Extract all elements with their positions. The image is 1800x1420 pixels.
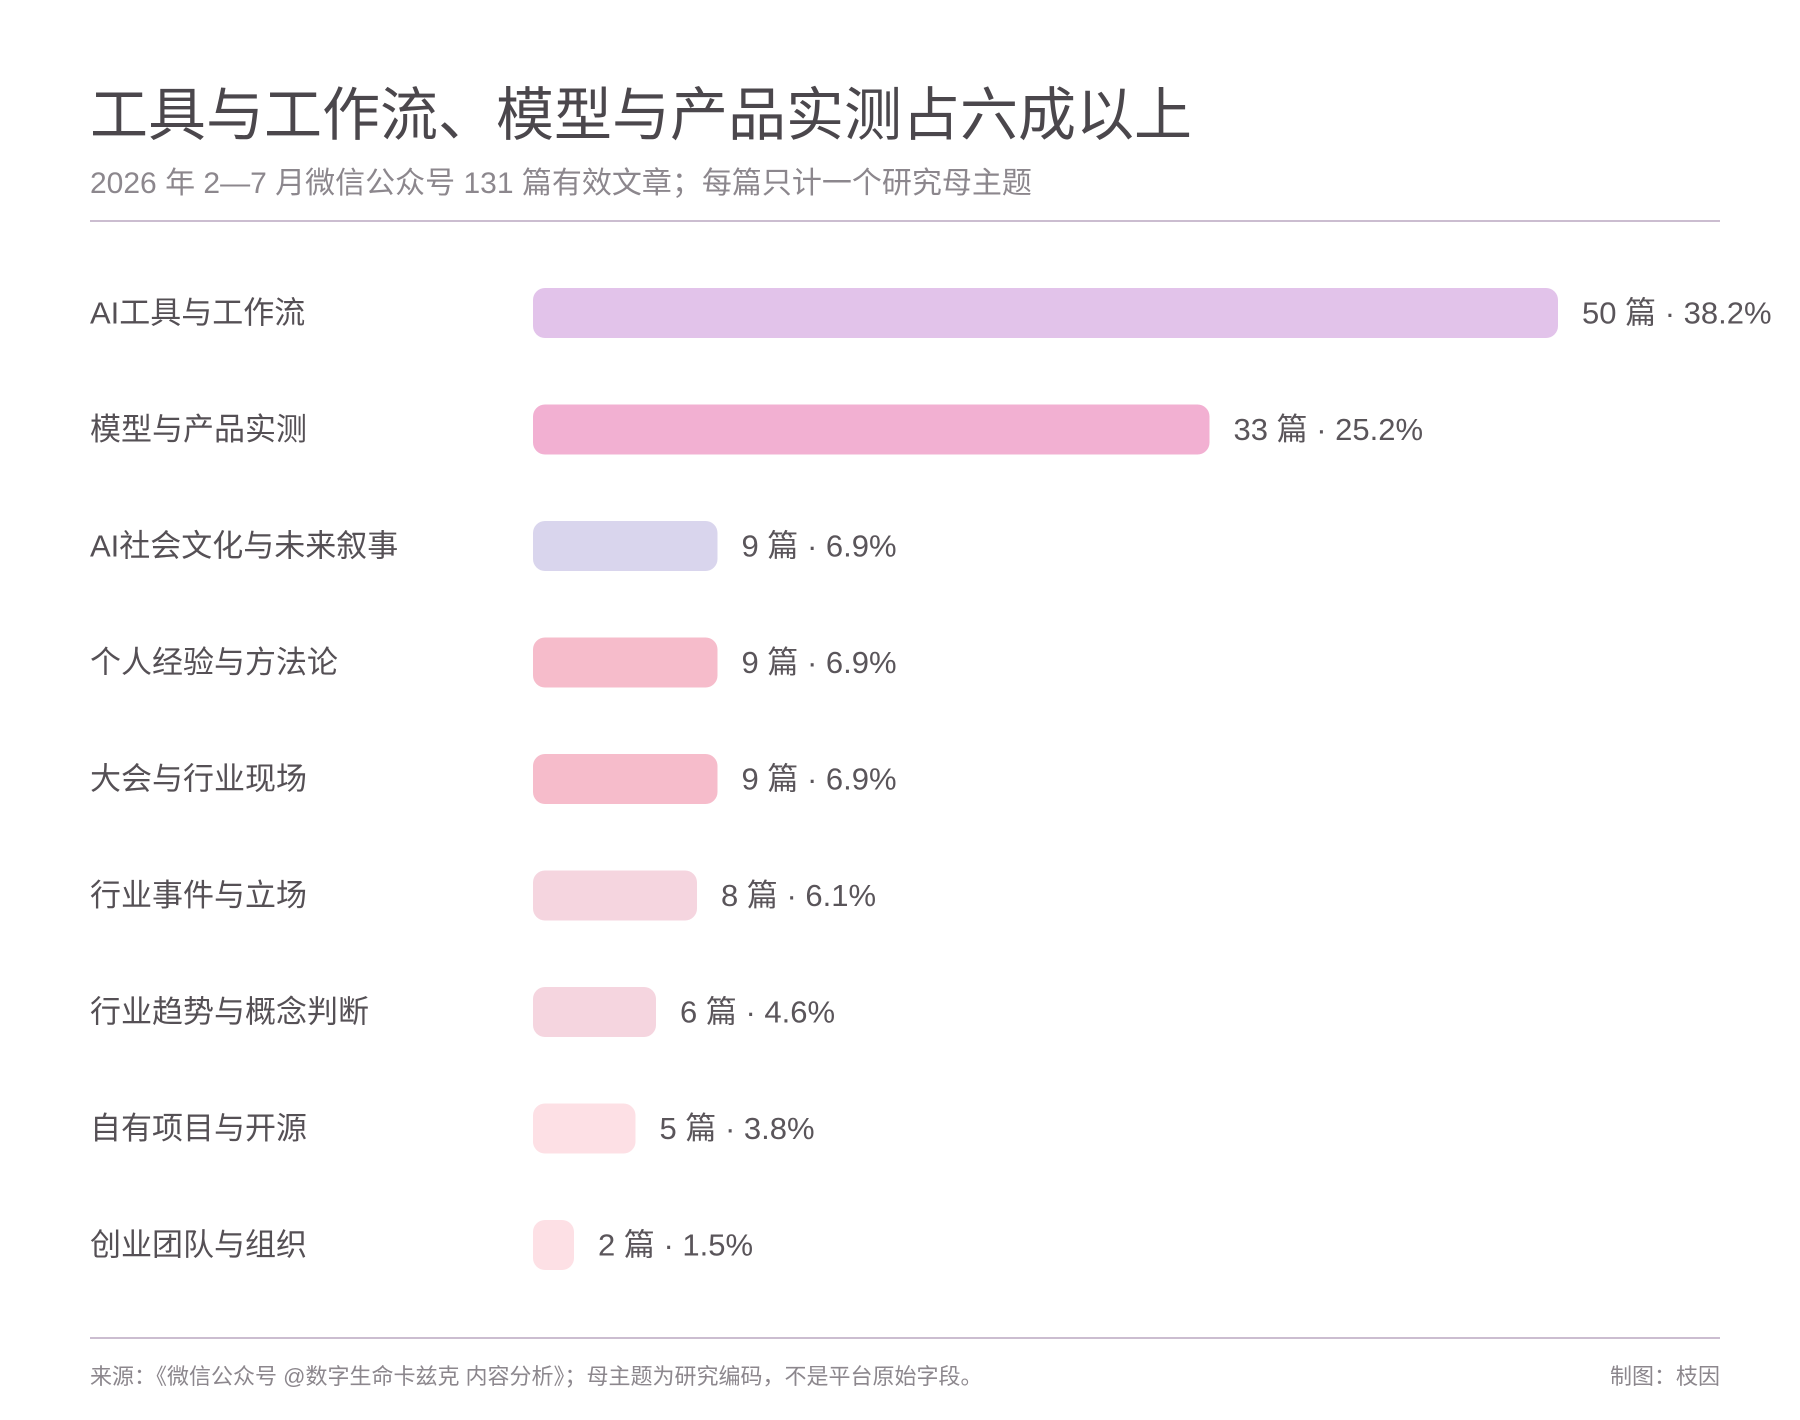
bar <box>533 637 718 688</box>
bar <box>533 404 1210 455</box>
bar <box>533 1103 636 1154</box>
value-label: 50 篇 · 38.2% <box>1582 296 1772 331</box>
value-label: 8 篇 · 6.1% <box>721 878 876 913</box>
bar <box>533 521 718 571</box>
bar <box>533 1220 574 1270</box>
category-label: 个人经验与方法论 <box>90 645 338 680</box>
value-label: 5 篇 · 3.8% <box>660 1111 815 1146</box>
bar <box>533 754 718 804</box>
category-label: 大会与行业现场 <box>90 762 307 797</box>
category-label: 创业团队与组织 <box>90 1228 307 1263</box>
chart-title: 工具与工作流、模型与产品实测占六成以上 <box>90 81 1193 149</box>
value-label: 9 篇 · 6.9% <box>742 762 897 797</box>
value-label: 6 篇 · 4.6% <box>680 995 835 1030</box>
value-label: 9 篇 · 6.9% <box>742 645 897 680</box>
category-label: AI工具与工作流 <box>90 296 305 331</box>
category-label: AI社会文化与未来叙事 <box>90 529 398 564</box>
bar <box>533 987 656 1037</box>
bar <box>533 870 697 921</box>
top-divider <box>90 220 1720 222</box>
category-label: 自有项目与开源 <box>90 1111 307 1146</box>
bar <box>533 288 1558 338</box>
category-label: 行业趋势与概念判断 <box>90 995 369 1030</box>
value-label: 9 篇 · 6.9% <box>742 529 897 564</box>
source-note: 来源：《微信公众号 @数字生命卡兹克 内容分析》；母主题为研究编码，不是平台原始… <box>90 1364 983 1389</box>
chart-credit: 制图：枝因 <box>1609 1364 1720 1389</box>
value-label: 33 篇 · 25.2% <box>1234 412 1424 447</box>
category-label: 模型与产品实测 <box>90 412 307 447</box>
category-label: 行业事件与立场 <box>90 878 307 913</box>
bottom-divider <box>90 1337 1720 1339</box>
chart-subtitle: 2026 年 2—7 月微信公众号 131 篇有效文章；每篇只计一个研究母主题 <box>90 167 1032 200</box>
value-label: 2 篇 · 1.5% <box>598 1228 753 1263</box>
